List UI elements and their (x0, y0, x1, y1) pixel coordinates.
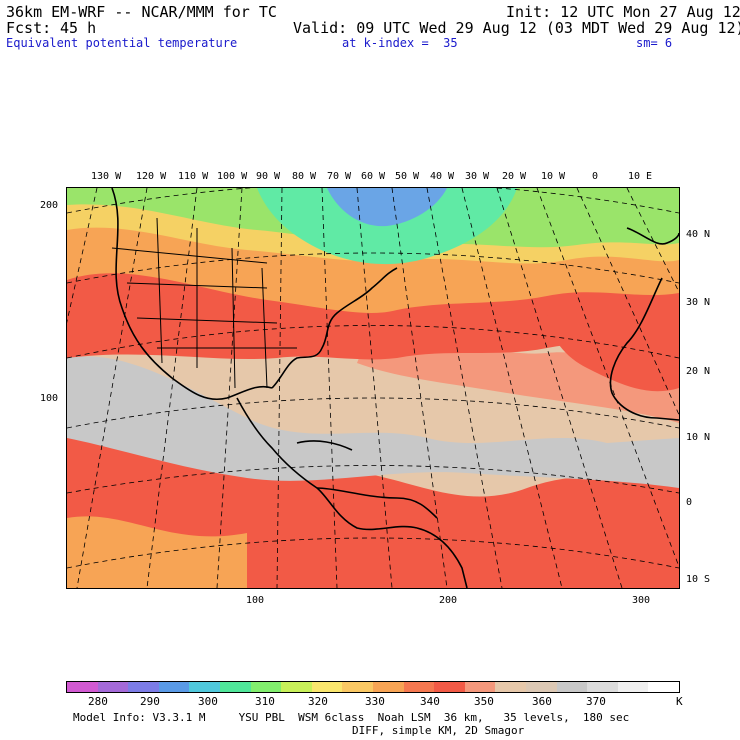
field-midatlantic-salmon (357, 335, 679, 423)
lat-label: 10 N (686, 432, 711, 443)
borders (111, 217, 297, 389)
lon-label: 30 W (465, 171, 490, 182)
grid-x-tick: 100 (246, 595, 265, 606)
lat-label: 0 (686, 497, 693, 508)
colorbar-unit: K (676, 695, 683, 708)
colorbar-swatch (219, 682, 251, 692)
field-eastatl-red (547, 305, 679, 392)
lon-label: 90 W (256, 171, 281, 182)
lon-label: 60 W (361, 171, 386, 182)
colorbar-label: 350 (474, 695, 494, 708)
lon-label: 130 W (91, 171, 122, 182)
lon-label: 10 W (541, 171, 566, 182)
colorbar-swatch (342, 682, 373, 692)
grid-x-tick: 300 (632, 595, 651, 606)
level-info: at k-index = 35 (342, 36, 458, 50)
model-title: 36km EM-WRF -- NCAR/MMM for TC (6, 3, 277, 21)
grid-x-tick: 200 (439, 595, 458, 606)
colorbar-swatch (67, 682, 98, 692)
colorbar-swatch (128, 682, 159, 692)
field-tropical-gray (67, 356, 679, 488)
lon-label: 70 W (327, 171, 352, 182)
colorbar-swatch (403, 682, 435, 692)
colorbar-label: 370 (586, 695, 606, 708)
colorbar-label: 320 (308, 695, 328, 708)
colorbar-swatch (464, 682, 496, 692)
colorbar-swatch (556, 682, 588, 692)
colorbar-swatch (525, 682, 557, 692)
colorbar-swatch (372, 682, 404, 692)
colorbar-swatch (648, 682, 679, 692)
lon-label: 20 W (502, 171, 527, 182)
init-time: Init: 12 UTC Mon 27 Aug 12 (506, 3, 740, 21)
colorbar-swatch (587, 682, 618, 692)
colorbar-label: 340 (420, 695, 440, 708)
grid-y-tick: 200 (40, 200, 59, 211)
lon-label: 50 W (395, 171, 420, 182)
smoothing-info: sm= 6 (636, 36, 673, 50)
lon-label: 40 W (430, 171, 455, 182)
grid-y-tick: 100 (40, 393, 59, 404)
colorbar-swatch (495, 682, 526, 692)
field-yellow-band (67, 202, 679, 264)
lat-label: 30 N (686, 297, 711, 308)
colorbar-label: 280 (88, 695, 108, 708)
forecast-label: Fcst: (6, 19, 52, 37)
field-orange-band (67, 225, 679, 313)
model-info: Model Info: V3.3.1 M YSU PBL WSM 6class … (73, 711, 630, 724)
colorbar-label: 300 (198, 695, 218, 708)
coastlines (111, 188, 679, 588)
map-canvas (67, 188, 679, 588)
field-name: Equivalent potential temperature (6, 36, 238, 50)
lon-label: 80 W (292, 171, 317, 182)
colorbar-swatch (434, 682, 465, 692)
colorbar-label: 310 (255, 695, 275, 708)
model-diff-info: DIFF, simple KM, 2D Smagor (352, 724, 525, 737)
colorbar-label: 330 (365, 695, 385, 708)
field-southwest-orange (67, 516, 247, 588)
lat-label: 40 N (686, 229, 711, 240)
colorbar-swatch (281, 682, 312, 692)
colorbar-swatch (250, 682, 282, 692)
colorbar (66, 681, 680, 693)
colorbar-swatch (158, 682, 190, 692)
lon-label: 120 W (136, 171, 167, 182)
colorbar-label: 360 (532, 695, 552, 708)
forecast-hours: 45 h (60, 19, 97, 37)
valid-time: Valid: 09 UTC Wed 29 Aug 12 (03 MDT Wed … (293, 19, 740, 37)
colorbar-swatch (311, 682, 343, 692)
lat-label: 10 S (686, 574, 711, 585)
lon-label: 110 W (178, 171, 209, 182)
lon-label: 100 W (217, 171, 248, 182)
field-canada-teal (257, 188, 517, 265)
colorbar-swatch (617, 682, 649, 692)
colorbar-label: 290 (140, 695, 160, 708)
field-hudson-blue (327, 188, 447, 227)
field-midlat-red (67, 271, 679, 360)
lat-label: 20 N (686, 366, 711, 377)
colorbar-swatch (97, 682, 129, 692)
graticule (67, 188, 679, 588)
theta-e-map (66, 187, 680, 589)
colorbar-swatch (189, 682, 220, 692)
lon-label: 0 (592, 171, 599, 182)
lon-label: 10 E (628, 171, 653, 182)
